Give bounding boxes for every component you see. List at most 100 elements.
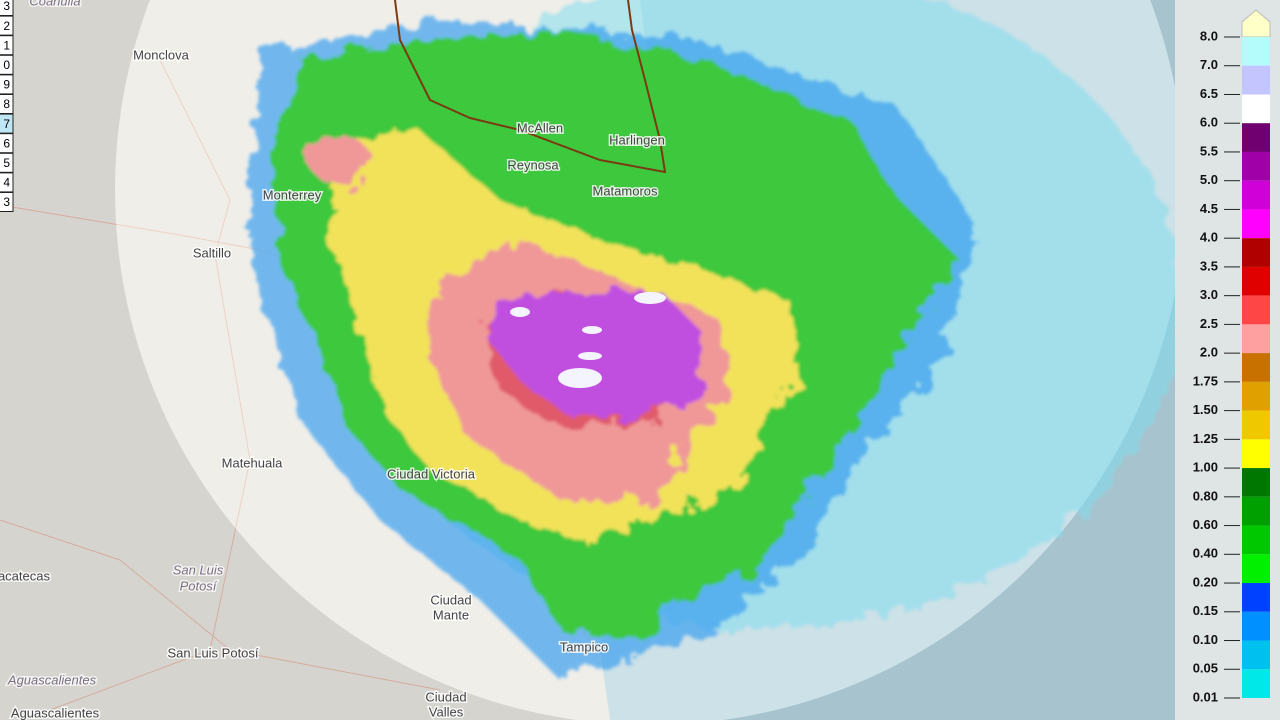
legend-swatch	[1242, 669, 1270, 698]
road	[49, 59, 251, 711]
legend-swatch	[1242, 468, 1270, 497]
legend-label: 5.0	[1200, 172, 1218, 187]
legend-label: 0.40	[1193, 546, 1218, 561]
legend-swatch	[1242, 180, 1270, 210]
precip-core	[510, 307, 530, 317]
scale-box	[0, 94, 14, 114]
scale-label: 6	[3, 136, 10, 150]
city-label: Saltillo	[193, 245, 231, 260]
city-label: McAllen	[517, 120, 563, 135]
scale-label: 7	[3, 117, 10, 131]
scale-label: 9	[3, 78, 10, 92]
scale-label: 1	[3, 38, 10, 52]
scale-box	[0, 54, 14, 75]
out-of-range	[0, 0, 1185, 725]
legend-swatch	[1242, 209, 1270, 239]
city-label: Aguascalientes	[11, 705, 100, 720]
city-label: Harlingen	[609, 132, 665, 147]
legend-swatch	[1242, 94, 1270, 124]
legend-swatch	[1242, 324, 1270, 354]
scale-label: 0	[3, 58, 10, 72]
city-label: Monterrey	[263, 187, 322, 202]
precip	[250, 0, 1180, 680]
scale-box	[0, 172, 14, 193]
city-label: Reynosa	[507, 157, 559, 172]
city-label: Ciudad Victoria	[387, 466, 476, 481]
legend-swatch	[1242, 37, 1270, 66]
legend-label: 7.0	[1200, 57, 1218, 72]
legend-swatch	[1242, 295, 1270, 325]
legend-label: 1.50	[1193, 402, 1218, 417]
legend-label: 4.0	[1200, 230, 1218, 245]
city-label: Ciudad	[430, 592, 471, 607]
scale-box	[0, 35, 14, 56]
legend-swatch	[1242, 439, 1270, 469]
scale-label: 5	[3, 156, 10, 170]
legend-swatch	[1242, 525, 1270, 555]
scale-box	[0, 74, 14, 95]
scale-box	[0, 192, 14, 212]
precip-core	[634, 292, 666, 304]
legend-swatch	[1242, 583, 1270, 612]
legend-label: 0.05	[1193, 661, 1218, 676]
city-label: Tampico	[560, 639, 608, 654]
precip-core	[558, 368, 602, 388]
scale-box	[0, 15, 14, 36]
city-label: Matamoros	[592, 183, 658, 198]
legend-label: 4.5	[1200, 201, 1218, 216]
legend-label: 6.0	[1200, 115, 1218, 130]
city-label: Ciudad	[425, 689, 466, 704]
scale-box	[0, 0, 14, 16]
scale-label: 3	[3, 195, 10, 209]
legend-label: 1.75	[1193, 373, 1218, 388]
city-label: Zacatecas	[0, 568, 50, 583]
legend-label: 1.25	[1193, 431, 1218, 446]
precip-white	[510, 292, 666, 388]
legend-label: 0.80	[1193, 488, 1218, 503]
legend-label: 0.15	[1193, 603, 1218, 618]
scale-label: 8	[3, 97, 10, 111]
precip-core	[578, 352, 602, 360]
state-label: Aguascalientes	[7, 672, 97, 687]
labels: Coahuila Monclova Monterrey Saltillo McAllen…	[0, 0, 666, 722]
city-label: Monclova	[133, 47, 189, 62]
legend-label: 6.5	[1200, 86, 1218, 101]
city-label: San Luis Potosí	[167, 645, 258, 660]
legend-label: 1.00	[1193, 460, 1218, 475]
border	[394, 0, 667, 174]
legend-label: 3.5	[1200, 258, 1218, 273]
legend-swatch	[1242, 554, 1270, 584]
state-label: San Luis	[173, 562, 224, 577]
legend-label: 5.5	[1200, 143, 1218, 158]
legend-swatch	[1242, 65, 1270, 95]
legend-swatch	[1242, 496, 1270, 526]
scale-label: 3	[3, 0, 10, 13]
state-label: Potosí	[180, 578, 218, 593]
legend-swatch	[1242, 410, 1270, 440]
road	[0, 519, 441, 691]
legend-label: 8.0	[1200, 28, 1218, 43]
legend-label: 2.5	[1200, 316, 1218, 331]
legend-swatch	[1242, 238, 1270, 267]
precip-pink	[310, 135, 370, 185]
scale-box	[0, 152, 14, 173]
legend: 8.0 7.0 6.5 6.0 5.5 5.0 4.5 4.0 3.5 3.0 2.5 2.0 1.75…	[1193, 9, 1271, 704]
legend-label: 0.10	[1193, 632, 1218, 647]
legend-label: 0.20	[1193, 574, 1218, 589]
legend-swatch	[1242, 353, 1270, 382]
scale-label: 2	[3, 19, 10, 33]
legend-label: 3.0	[1200, 287, 1218, 302]
legend-label: 0.60	[1193, 517, 1218, 532]
precip-core	[582, 326, 602, 334]
scale-box	[0, 113, 14, 134]
city-label: Mante	[433, 607, 469, 622]
scale-label: 4	[3, 176, 10, 190]
legend-swatch	[1242, 640, 1270, 670]
legend-swatch	[1242, 381, 1270, 411]
legend-swatch	[1242, 266, 1270, 296]
legend-label: 2.0	[1200, 345, 1218, 360]
legend-label: 0.01	[1193, 689, 1218, 704]
